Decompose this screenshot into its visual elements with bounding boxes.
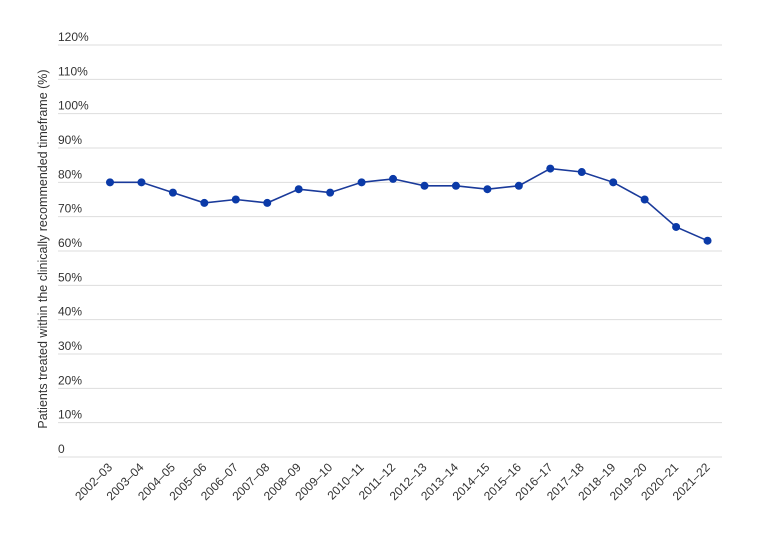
y-tick-label: 90% — [58, 133, 82, 147]
y-tick-label: 30% — [58, 339, 82, 353]
y-tick-label: 70% — [58, 202, 82, 216]
data-point — [231, 195, 240, 204]
y-tick-label: 100% — [58, 99, 89, 113]
data-point — [294, 185, 303, 194]
y-axis-tick-labels: 0 10% 20% 30% 40% 50% 60% 70% 80% 90% 100% 110% 120% — [58, 30, 89, 456]
data-point — [137, 178, 146, 187]
series-group — [106, 164, 712, 245]
y-tick-label: 0 — [58, 442, 65, 456]
data-point — [546, 164, 555, 173]
y-tick-label: 40% — [58, 305, 82, 319]
data-point — [514, 181, 523, 190]
y-tick-label: 110% — [58, 64, 88, 78]
y-tick-label: 80% — [58, 167, 82, 181]
y-tick-label: 120% — [58, 30, 89, 44]
gridlines — [58, 44, 722, 458]
data-point — [200, 198, 209, 207]
data-point — [106, 178, 114, 187]
data-point — [420, 181, 429, 190]
data-point — [640, 195, 649, 204]
data-point — [389, 174, 398, 183]
data-point — [577, 168, 586, 177]
y-tick-label: 50% — [58, 270, 82, 284]
data-point — [326, 188, 335, 197]
data-point — [483, 185, 492, 194]
y-tick-label: 10% — [58, 408, 82, 422]
data-point — [357, 178, 366, 187]
data-point — [168, 188, 177, 197]
y-axis-title: Patients treated within the clinically r… — [36, 69, 50, 428]
series-line — [110, 167, 708, 242]
data-point — [609, 178, 618, 187]
y-tick-label: 20% — [58, 373, 82, 387]
data-point — [672, 222, 681, 231]
data-point — [263, 198, 272, 207]
data-point — [451, 181, 460, 190]
x-axis-tick-labels: 2002–032003–042004–052005–062006–072007–… — [72, 460, 713, 503]
y-tick-label: 60% — [58, 236, 82, 250]
data-point — [703, 236, 712, 245]
